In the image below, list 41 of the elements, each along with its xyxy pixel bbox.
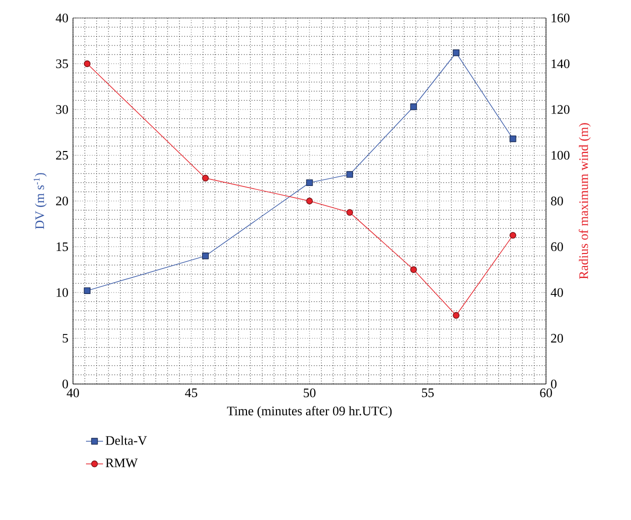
point <box>410 103 417 110</box>
x-tick-label: 55 <box>422 388 434 398</box>
y-tick-label: 0 <box>62 380 68 388</box>
x-tick-label: 60 <box>540 388 552 398</box>
point <box>306 179 313 186</box>
x-tick-label: 50 <box>304 388 316 398</box>
point <box>510 232 516 239</box>
y2-tick-label: 20 <box>551 334 563 343</box>
point <box>202 174 209 182</box>
y2-tick-label: 0 <box>551 380 557 388</box>
point <box>346 171 354 178</box>
y2-tick-label: 140 <box>552 59 570 68</box>
point <box>202 252 209 260</box>
y-tick-label: 15 <box>56 242 68 252</box>
y2-tick-label: 40 <box>550 288 563 297</box>
x-tick-label: 45 <box>185 388 198 398</box>
y2-axis-title: Radius of maximum wind (m) <box>578 123 591 280</box>
y-axis-title: DV (m s$^{-1}$) <box>34 173 47 230</box>
y-tick-label: 25 <box>56 150 68 160</box>
y2-tick-label: 80 <box>551 196 563 206</box>
y2-tick-label: 120 <box>552 105 570 114</box>
point <box>84 287 91 294</box>
y-tick-label: 40 <box>56 14 68 22</box>
y-tick-label: 20 <box>56 196 68 206</box>
y-tick-label: 35 <box>56 59 68 68</box>
point <box>510 135 516 142</box>
point <box>452 49 460 56</box>
y-tick-label: 10 <box>56 288 68 297</box>
y-tick-label: 5 <box>62 334 68 343</box>
x-axis-title: Time (minutes after 09 hr.UTC) <box>227 406 392 418</box>
point <box>410 266 417 273</box>
legend-label: RMW <box>106 458 138 468</box>
point <box>346 209 354 216</box>
y-tick-label: 30 <box>56 105 68 114</box>
y2-tick-label: 60 <box>551 242 563 252</box>
y2-tick-label: 160 <box>552 14 570 22</box>
point <box>84 60 91 68</box>
legend-label: Delta-V <box>106 436 147 445</box>
point <box>452 312 460 319</box>
y2-tick-label: 100 <box>552 150 570 160</box>
point <box>306 198 313 204</box>
